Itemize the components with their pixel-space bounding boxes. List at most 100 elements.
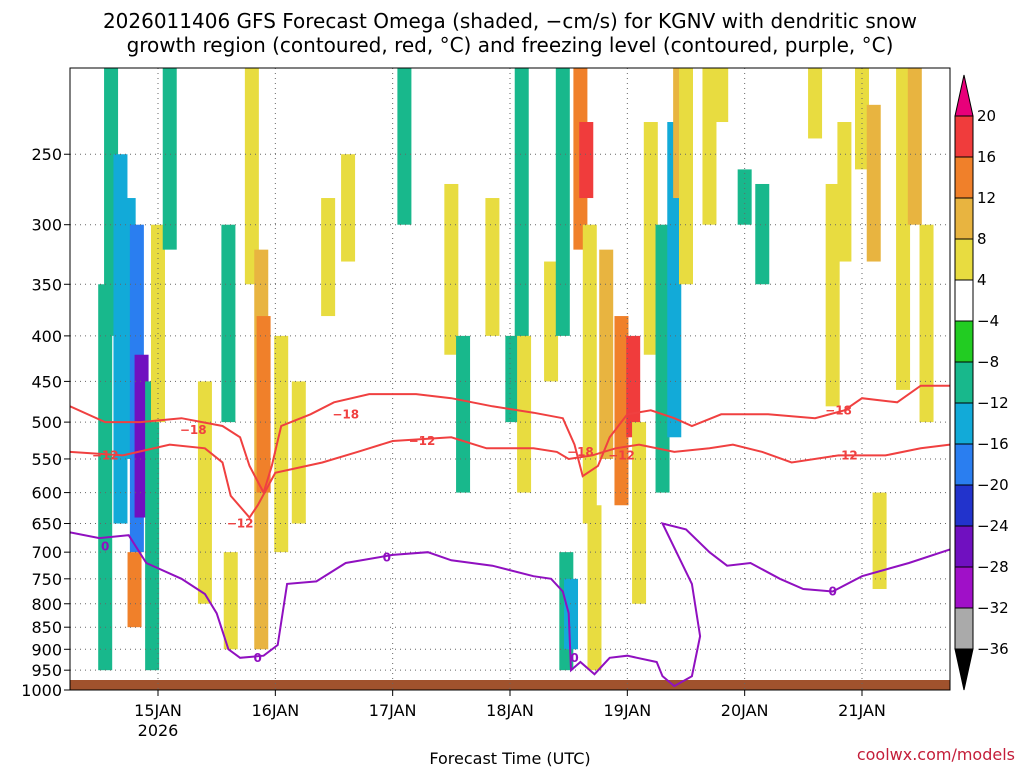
y-tick-label: 800 (31, 595, 62, 614)
y-tick-label: 950 (31, 661, 62, 680)
contour-label: 0 (570, 651, 578, 665)
y-tick-label: 600 (31, 484, 62, 503)
omega-cell (485, 198, 500, 336)
terrain-strip (70, 680, 950, 690)
contour--12 (70, 436, 950, 520)
x-tick-label: 17JAN (369, 701, 417, 720)
omega-cell (626, 335, 641, 438)
omega-cell (98, 284, 113, 671)
x-tick-label: 18JAN (486, 701, 534, 720)
colorbar-swatch (954, 320, 974, 363)
colorbar-label: 8 (977, 230, 987, 248)
y-tick-label: 550 (31, 450, 62, 469)
colorbar-label: 4 (977, 271, 987, 289)
contour-label: 0 (383, 551, 391, 565)
y-axis: 250 300 350 400 450 500 550 600 650 700 750 800 850 9… (21, 145, 70, 700)
y-tick-label: 450 (31, 372, 62, 391)
colorbar-bottom-arrow (954, 648, 974, 691)
colorbar-swatch (954, 443, 974, 486)
y-tick-label: 500 (31, 413, 62, 432)
colorbar-swatch (954, 402, 974, 445)
grid-lines (70, 68, 950, 691)
omega-cell (655, 224, 670, 493)
y-tick-label: 750 (31, 570, 62, 589)
colorbar-swatch (954, 484, 974, 527)
omega-cell (244, 68, 259, 285)
colorbar-swatch (954, 525, 974, 568)
y-tick-label: 900 (31, 640, 62, 659)
colorbar-swatch (954, 156, 974, 199)
x-tick-label: 20JAN (721, 701, 769, 720)
colorbar-label: −8 (977, 353, 999, 371)
omega-cell (872, 492, 887, 589)
watermark: coolwx.com/models (857, 745, 1015, 764)
omega-cell (145, 381, 160, 671)
colorbar-label: 12 (977, 189, 996, 207)
omega-cell (162, 68, 177, 250)
chart-title: 2026011406 GFS Forecast Omega (shaded, −… (103, 9, 917, 57)
omega-cell (679, 68, 693, 285)
contour-label: −18 (180, 423, 207, 437)
contour-label: 0 (254, 651, 262, 665)
colorbar-swatch (954, 566, 974, 609)
colorbar-label: 20 (977, 107, 996, 125)
omega-cell (667, 122, 682, 438)
y-tick-label: 400 (31, 327, 62, 346)
omega-cell (197, 381, 212, 604)
y-tick-label: 650 (31, 515, 62, 534)
colorbar-label: −12 (977, 394, 1009, 412)
omega-cell (643, 122, 658, 355)
omega-cell (837, 122, 852, 262)
omega-cell (599, 249, 614, 459)
colorbar-swatch (954, 607, 974, 650)
omega-cell (582, 224, 597, 524)
contour-label: −12 (227, 517, 254, 531)
omega-cell (579, 122, 594, 199)
omega-cell (274, 335, 289, 553)
colorbar-label: −16 (977, 435, 1009, 453)
omega-cell (587, 505, 602, 671)
colorbar-label: −28 (977, 558, 1009, 576)
omega-cell (341, 154, 356, 262)
omega-cell (291, 381, 306, 524)
omega-cell (564, 578, 579, 650)
colorbar-label: −24 (977, 517, 1009, 535)
colorbar-label: −32 (977, 599, 1009, 617)
omega-cell (737, 169, 752, 225)
contour-0 (70, 522, 950, 688)
omega-cell (127, 552, 142, 628)
contour-label: −12 (608, 448, 635, 462)
y-tick-label: 850 (31, 618, 62, 637)
omega-cell (825, 183, 840, 407)
title-line-2: growth region (contoured, red, °C) and f… (127, 33, 894, 57)
omega-cell (614, 316, 629, 506)
x-tick-label: 19JAN (603, 701, 651, 720)
colorbar-swatch (954, 197, 974, 240)
omega-cell (907, 68, 922, 225)
colorbar-swatch (954, 238, 974, 281)
omega-cell (397, 68, 412, 225)
y-tick-label: 1000 (21, 681, 62, 700)
contour-label: −12 (409, 434, 436, 448)
omega-cell (256, 316, 271, 493)
x-tick-label: 21JAN (838, 701, 886, 720)
omega-cell (544, 261, 559, 382)
omega-cell (514, 68, 529, 423)
x-tick-label: 16JAN (251, 701, 299, 720)
colorbar-label: −36 (977, 640, 1009, 658)
y-tick-label: 700 (31, 543, 62, 562)
colorbar-legend: 20 16 12 8 4 −4 −8 −12 −16 −20 −24 −28 −32 −36 (954, 74, 1009, 691)
colorbar-label: 16 (977, 148, 996, 166)
contour-label: −12 (92, 448, 119, 462)
omega-cell (714, 68, 729, 123)
omega-cell (223, 552, 238, 650)
omega-cell (221, 224, 236, 423)
x-axis-label: Forecast Time (UTC) (429, 749, 590, 768)
x-tick-sublabel: 2026 (138, 721, 179, 740)
contour-label: 0 (101, 540, 109, 554)
omega-cell (134, 354, 149, 518)
colorbar-swatch (954, 361, 974, 404)
omega-cell (456, 335, 471, 493)
